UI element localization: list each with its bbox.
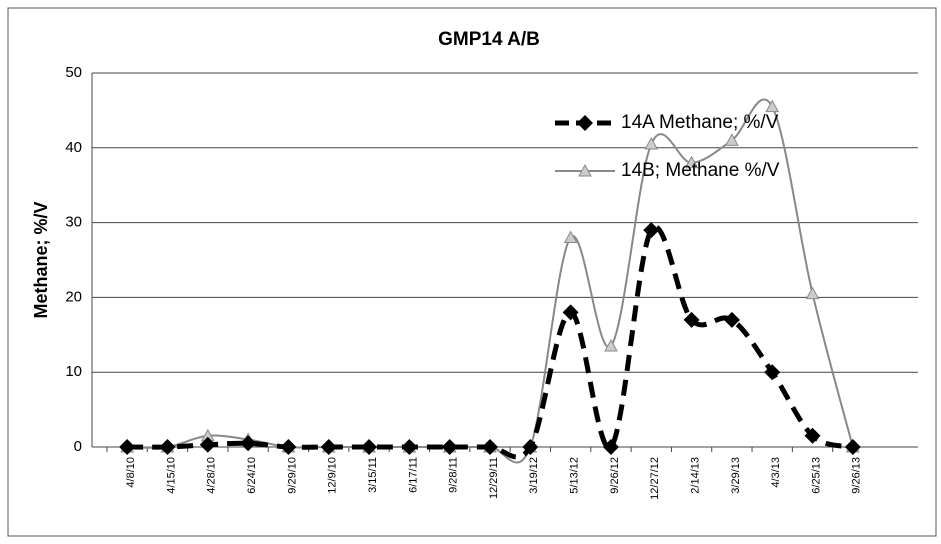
- frame: [7, 7, 937, 537]
- marker: [522, 439, 539, 455]
- marker: [683, 311, 700, 328]
- marker: [159, 439, 176, 455]
- marker: [199, 436, 216, 453]
- marker: [804, 427, 821, 444]
- line: [127, 98, 854, 464]
- marker: [684, 155, 699, 169]
- y-tick-label: 0: [74, 438, 82, 455]
- marker: [643, 222, 660, 239]
- marker: [401, 439, 418, 455]
- marker: [602, 439, 619, 455]
- marker: [361, 439, 378, 455]
- x-tick-label: 4/28/10: [206, 457, 218, 494]
- legend-label: 14B; Methane %/V: [621, 160, 780, 181]
- y-tick-label: 30: [65, 214, 82, 231]
- y-tick-label: 40: [65, 139, 82, 156]
- x-tick-label: 12/27/12: [649, 457, 661, 500]
- x-tick-label: 3/29/13: [730, 457, 742, 494]
- y-tick-label: 10: [65, 363, 82, 380]
- marker: [320, 439, 337, 455]
- x-tick-label: 3/15/11: [367, 457, 379, 493]
- marker: [805, 286, 820, 300]
- marker: [482, 439, 498, 455]
- x-tick-label: 4/3/13: [770, 457, 782, 488]
- x-tick-label: 6/24/10: [246, 457, 258, 494]
- marker: [119, 439, 136, 455]
- x-tick-label: 12/29/11: [488, 457, 500, 499]
- marker: [240, 435, 257, 452]
- marker: [577, 115, 593, 131]
- x-tick-label: 5/13/12: [569, 457, 581, 494]
- x-tick-label: 9/26/13: [851, 457, 863, 494]
- marker: [441, 439, 458, 455]
- marker: [562, 304, 579, 321]
- x-tick-label: 9/26/12: [609, 457, 621, 494]
- x-tick-label: 3/19/12: [528, 457, 540, 494]
- marker: [723, 311, 740, 328]
- marker: [604, 338, 618, 352]
- marker: [764, 364, 781, 381]
- marker: [844, 439, 861, 455]
- y-tick-label: 50: [65, 64, 82, 81]
- x-tick-label: 4/15/10: [165, 457, 177, 494]
- marker: [765, 99, 780, 113]
- x-tick-label: 12/9/10: [327, 457, 339, 494]
- y-tick-label: 20: [65, 288, 82, 305]
- marker: [280, 439, 297, 455]
- x-tick-label: 9/28/11: [448, 457, 460, 493]
- chart-title: GMP14 A/B: [438, 29, 540, 50]
- x-tick-label: 9/29/10: [286, 457, 298, 494]
- x-tick-label: 6/25/13: [810, 457, 822, 494]
- x-tick-label: 2/14/13: [689, 457, 701, 494]
- marker: [725, 133, 739, 146]
- y-axis-label: Methane; %/V: [31, 201, 51, 318]
- x-tick-label: 6/17/11: [407, 457, 419, 493]
- legend-label: 14A Methane; %/V: [621, 112, 779, 133]
- marker: [644, 137, 659, 150]
- x-tick-label: 4/8/10: [125, 457, 137, 488]
- marker: [578, 163, 592, 177]
- line: [127, 224, 854, 460]
- marker: [563, 230, 578, 244]
